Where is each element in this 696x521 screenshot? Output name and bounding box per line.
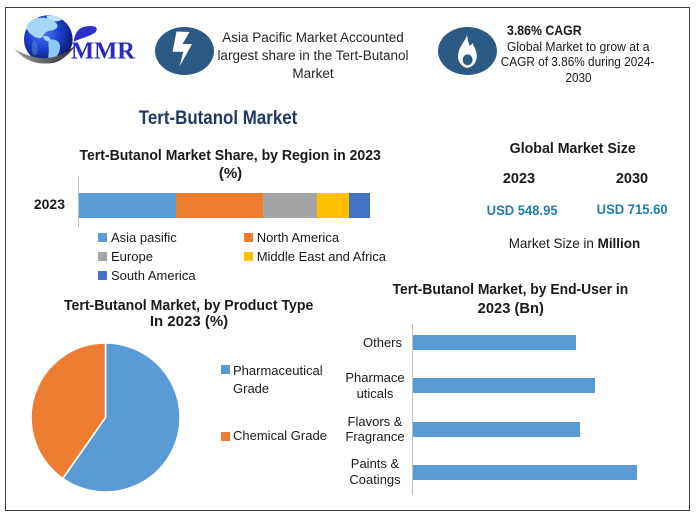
svg-text:MMR: MMR xyxy=(71,38,135,65)
